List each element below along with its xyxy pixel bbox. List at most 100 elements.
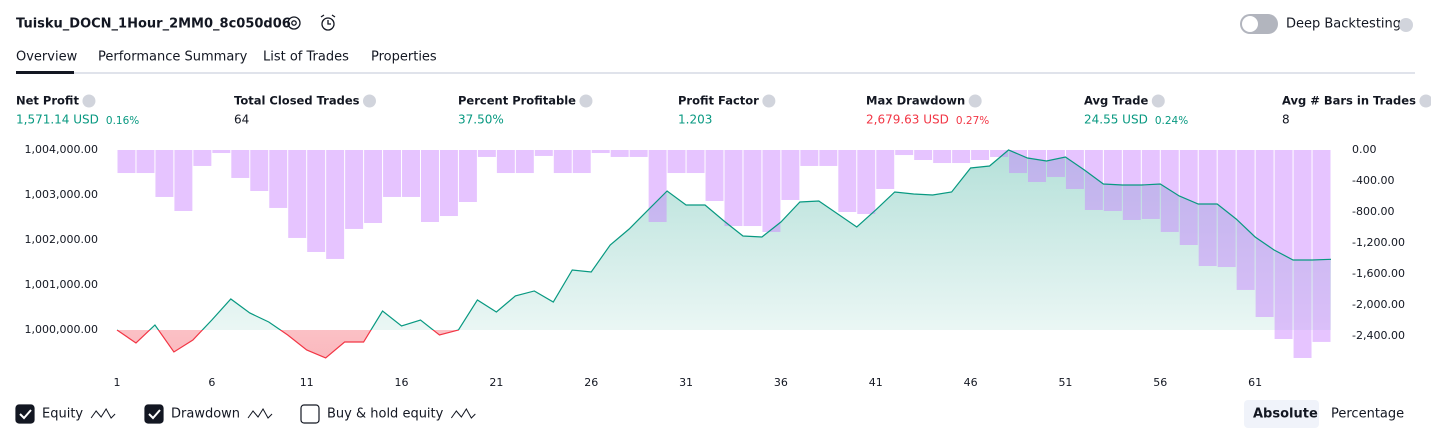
drawdown-bar [819,150,838,166]
info-icon [1151,94,1165,108]
info-icon [762,94,776,108]
tab[interactable]: Properties [371,50,437,65]
legend-label: Drawdown [171,407,240,422]
drawdown-bar [136,150,155,174]
drawdown-bar [212,150,231,154]
x-tick-label: 46 [964,376,978,389]
drawdown-bar [1217,150,1236,268]
y2-tick-label: -1,600.00 [1352,267,1405,280]
mode-toggle[interactable]: Percentage [1331,407,1404,422]
toggle-knob [1242,16,1258,32]
metric-label: Avg Trade [1084,94,1148,108]
checkbox[interactable] [15,404,35,424]
drawdown-bar [383,150,402,197]
info-icon [362,94,376,108]
tab[interactable]: Performance Summary [98,50,248,65]
drawdown-bar [667,150,686,174]
y2-tick-label: -1,200.00 [1352,236,1405,249]
tab[interactable]: List of Trades [263,50,349,65]
x-tick-label: 41 [869,376,883,389]
drawdown-bar [307,150,326,252]
alert-icon[interactable] [320,14,336,31]
x-tick-label: 31 [679,376,693,389]
x-tick-label: 51 [1058,376,1072,389]
drawdown-bar [610,150,629,157]
drawdown-bar [990,150,1009,157]
info-icon [968,94,982,108]
x-tick-label: 11 [300,376,314,389]
strategy-title: Tuisku_DOCN_1Hour_2MM0_8c050d06 [16,17,291,32]
drawdown-bar [705,150,724,201]
drawdown-bar [515,150,534,174]
drawdown-bar [971,150,990,160]
mode-active-bg [1244,400,1319,428]
checkbox[interactable] [144,404,164,424]
legend-item[interactable]: Equity [15,404,116,424]
metric-value: 1,571.14 USD [16,113,99,127]
help-icon[interactable] [1399,18,1413,32]
drawdown-bar [155,150,174,197]
y-tick-label: 1,000,000.00 [25,323,98,336]
legend-icon [90,408,116,419]
drawdown-bar [193,150,212,166]
drawdown-bar [458,150,477,202]
drawdown-bar [1312,150,1331,342]
drawdown-bar [1179,150,1198,246]
drawdown-bar [250,150,269,191]
x-tick-label: 36 [774,376,788,389]
tab[interactable]: Overview [16,50,78,65]
drawdown-bar [477,150,496,157]
active-tab-indicator [16,71,74,74]
x-tick-label: 61 [1248,376,1262,389]
drawdown-bar [686,150,705,174]
drawdown-bar [1065,150,1084,189]
info-icon [82,94,96,108]
metric-value: 64 [234,113,249,127]
x-tick-label: 26 [584,376,598,389]
y-tick-label: 1,003,000.00 [25,188,98,201]
legend-item[interactable]: Buy & hold equity [300,404,476,424]
equity-line [116,149,1332,330]
y-tick-label: 1,001,000.00 [25,278,98,291]
metric-value: 1.203 [678,113,712,127]
y-tick-label: 1,002,000.00 [25,233,98,246]
drawdown-bar [439,150,458,217]
legend-label: Buy & hold equity [327,407,444,422]
legend-icon [450,408,476,419]
metric-percent: 0.27% [956,115,989,127]
drawdown-bar [1028,150,1046,183]
metric-value: 24.55 USD [1084,113,1148,127]
drawdown-bar [629,150,648,157]
drawdown-bar [1255,150,1274,317]
metric-value: 8 [1282,113,1290,127]
drawdown-bar [952,150,971,164]
checkbox[interactable] [300,404,320,424]
drawdown-bar [1198,150,1217,267]
legend-icon [247,408,273,419]
drawdown-bar [648,150,667,222]
y2-tick-label: -2,400.00 [1352,329,1405,342]
drawdown-bar [345,150,364,229]
toggle-label: Deep Backtesting [1286,17,1401,32]
drawdown-bar [269,150,288,208]
y2-tick-label: -400.00 [1352,174,1394,187]
equity-area-positive [117,150,1331,330]
settings-icon[interactable] [287,16,301,30]
drawdown-bar [553,150,572,174]
info-icon [1419,94,1431,108]
drawdown-bar [1274,150,1293,339]
drawdown-bar [895,150,914,156]
legend-item[interactable]: Drawdown [144,404,273,424]
drawdown-bar [174,150,193,211]
drawdown-bar [288,150,307,238]
drawdown-bar [914,150,933,160]
x-tick-label: 21 [489,376,503,389]
drawdown-bar [1103,150,1122,211]
x-tick-label: 56 [1153,376,1167,389]
drawdown-bar [364,150,383,223]
x-tick-label: 16 [395,376,409,389]
drawdown-bar [781,150,800,200]
drawdown-bar [876,150,895,189]
mode-toggle[interactable]: Absolute [1253,407,1318,422]
